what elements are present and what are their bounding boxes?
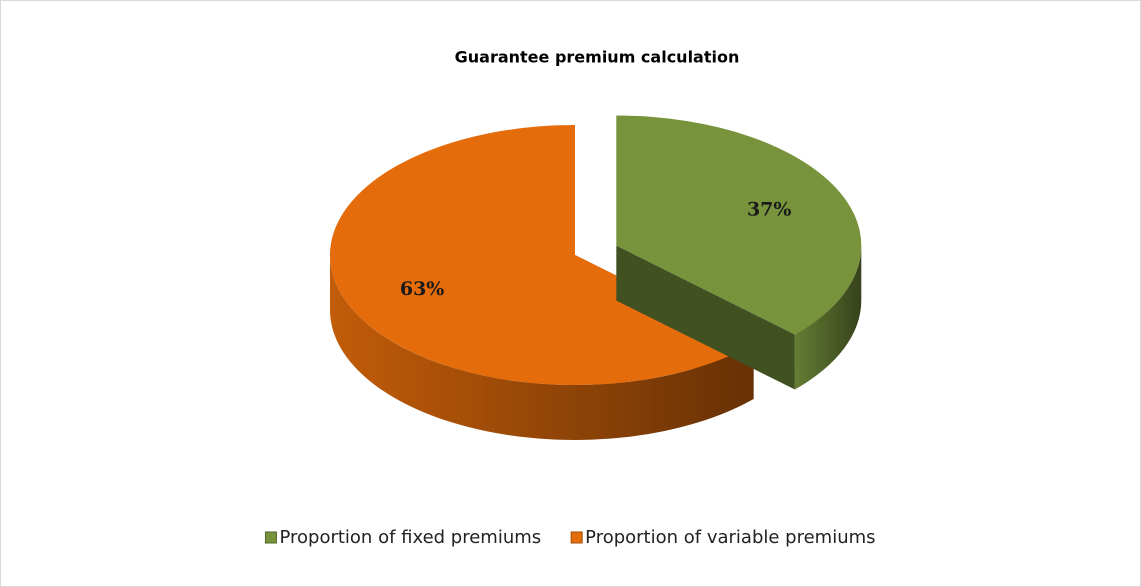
legend: Proportion of fixed premiums Proportion o…	[264, 527, 876, 548]
legend-swatch	[264, 531, 277, 544]
legend-item: Proportion of fixed premiums	[264, 527, 541, 548]
slice-top	[329, 125, 754, 386]
data-label: 63%	[400, 278, 445, 300]
slice-cut-face	[616, 245, 795, 390]
legend-item: Proportion of variable premiums	[570, 527, 876, 548]
pie-slice	[616, 115, 862, 390]
slice-side	[330, 255, 754, 440]
legend-label: Proportion of variable premiums	[585, 527, 875, 548]
legend-label: Proportion of fixed premiums	[279, 527, 541, 548]
data-label: 37%	[747, 198, 792, 220]
slice-top	[616, 115, 862, 335]
chart-title: Guarantee premium calculation	[455, 48, 740, 67]
slice-side	[794, 245, 862, 390]
legend-swatch	[570, 531, 583, 544]
